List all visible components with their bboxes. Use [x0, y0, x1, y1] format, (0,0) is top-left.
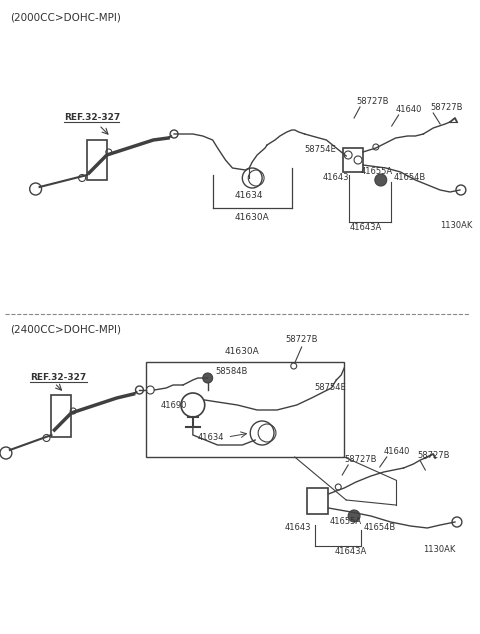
Bar	[51, 395, 71, 437]
Text: 41643A: 41643A	[350, 224, 382, 233]
Text: 41654B: 41654B	[394, 174, 426, 183]
Text: 41643A: 41643A	[335, 548, 367, 557]
Text: 41643: 41643	[285, 524, 312, 533]
Text: REF.32-327: REF.32-327	[30, 373, 86, 382]
Text: 41640: 41640	[396, 105, 422, 115]
Text: 41655A: 41655A	[329, 517, 361, 526]
Text: REF.32-327: REF.32-327	[64, 113, 120, 122]
Text: 41630A: 41630A	[225, 347, 260, 356]
Text: 58754E: 58754E	[305, 145, 336, 155]
Text: 41640: 41640	[384, 448, 410, 456]
Text: 58727B: 58727B	[356, 98, 389, 107]
Text: 41690: 41690	[160, 401, 187, 410]
Bar	[343, 148, 363, 172]
Text: 41630A: 41630A	[235, 214, 270, 223]
Text: 58727B: 58727B	[286, 335, 318, 344]
Bar	[146, 362, 344, 457]
Text: (2000CC>DOHC-MPI): (2000CC>DOHC-MPI)	[10, 12, 121, 22]
Circle shape	[348, 510, 360, 522]
Bar	[87, 140, 107, 180]
Text: 41655A: 41655A	[361, 167, 393, 176]
Text: 41634: 41634	[198, 432, 224, 441]
Text: 41634: 41634	[234, 190, 263, 200]
Text: 58727B: 58727B	[418, 451, 450, 460]
Text: 41654B: 41654B	[364, 524, 396, 533]
Text: 58754E: 58754E	[314, 384, 346, 392]
Text: (2400CC>DOHC-MPI): (2400CC>DOHC-MPI)	[10, 325, 121, 335]
Text: 1130AK: 1130AK	[423, 545, 456, 555]
Circle shape	[203, 373, 213, 383]
Circle shape	[375, 174, 387, 186]
Bar	[307, 488, 328, 514]
Text: 58727B: 58727B	[430, 103, 463, 112]
Text: 58584B: 58584B	[216, 368, 248, 377]
Text: 41643: 41643	[323, 174, 349, 183]
Text: 58727B: 58727B	[344, 455, 377, 465]
Text: 1130AK: 1130AK	[440, 221, 472, 230]
